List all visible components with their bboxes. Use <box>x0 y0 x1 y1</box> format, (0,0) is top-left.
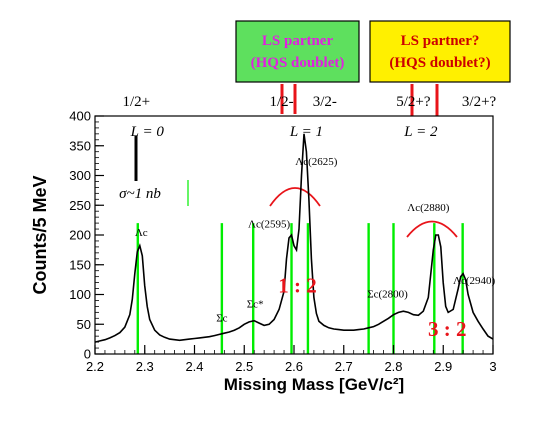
y-tick-label: 250 <box>69 198 91 213</box>
partner-box-line1: LS partner? <box>401 33 480 49</box>
spin-label: 1/2+ <box>122 94 150 110</box>
x-tick-label: 3 <box>489 359 496 374</box>
l-label: L = 0 <box>130 124 165 140</box>
y-tick-label: 350 <box>69 138 91 153</box>
y-tick-label: 0 <box>84 347 91 362</box>
particle-label: Λc(2595) <box>248 218 291 230</box>
x-tick-label: 2.4 <box>185 359 203 374</box>
partner-box-line2: (HQS doublet) <box>251 55 345 71</box>
partner-box <box>235 20 360 83</box>
ratio-label: 1 : 2 <box>278 274 317 298</box>
l-label: L = 2 <box>403 124 438 140</box>
particle-label: Λc <box>135 227 148 239</box>
y-axis-title: Counts/5 MeV <box>30 175 50 294</box>
y-tick-label: 400 <box>69 109 91 124</box>
ratio-arc <box>406 220 458 238</box>
axis-ticks: 2.2 2.3 2.4 2.5 2.6 2.7 2.8 2.9 3 0 50 100 150 200 250… <box>69 109 496 375</box>
particle-label: Σc* <box>247 299 264 311</box>
annotation-layer: Missing Mass [GeV/c²] Counts/5 MeV 1/2+ 1/2… <box>30 94 497 394</box>
x-tick-label: 2.3 <box>136 359 154 374</box>
missing-mass-curve <box>94 133 494 343</box>
x-axis-title: Missing Mass [GeV/c²] <box>224 375 404 394</box>
particle-label: Λc(2625) <box>295 156 338 168</box>
particle-label: Λc(2940) <box>453 275 496 287</box>
l-label: L = 1 <box>289 124 323 140</box>
x-tick-label: 2.5 <box>235 359 253 374</box>
y-tick-label: 100 <box>69 287 91 302</box>
spin-label: 1/2- <box>269 94 293 110</box>
x-tick-label: 2.2 <box>86 359 104 374</box>
x-tick-label: 2.8 <box>384 359 402 374</box>
y-tick-label: 50 <box>77 317 91 332</box>
particle-label: Λc(2880) <box>407 202 450 214</box>
partner-box-line1: LS partner <box>262 33 334 49</box>
particle-label: Σc <box>216 312 227 324</box>
partner-box-line2: (HQS doublet?) <box>389 55 490 71</box>
x-tick-label: 2.9 <box>434 359 452 374</box>
y-tick-label: 300 <box>69 168 91 183</box>
y-tick-label: 150 <box>69 257 91 272</box>
partner-box <box>369 20 511 83</box>
sigma-label: σ~1 nb <box>119 186 161 202</box>
x-tick-label: 2.7 <box>335 359 353 374</box>
spin-label: 3/2+? <box>462 94 497 110</box>
ratio-arc <box>269 187 321 207</box>
partner-boxes: LS partner (HQS doublet) LS partner? (HQS d… <box>235 20 511 83</box>
ratio-label: 3 : 2 <box>428 317 467 341</box>
x-tick-label: 2.6 <box>285 359 303 374</box>
particle-label: Σc(2800) <box>367 288 408 300</box>
spin-label: 3/2- <box>313 94 337 110</box>
y-tick-label: 200 <box>69 228 91 243</box>
spin-label: 5/2+? <box>396 94 431 110</box>
marker-layer <box>134 84 464 354</box>
